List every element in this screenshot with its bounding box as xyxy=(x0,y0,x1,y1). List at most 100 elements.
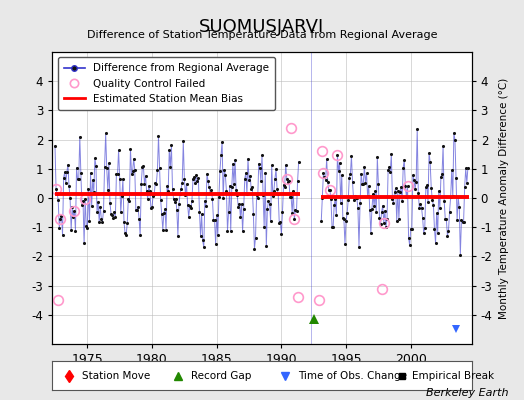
Point xyxy=(340,216,348,223)
Point xyxy=(266,218,275,224)
Point xyxy=(265,201,274,208)
Point xyxy=(77,170,85,177)
Point xyxy=(276,218,285,225)
Point xyxy=(218,139,226,145)
Point xyxy=(339,215,347,221)
Point xyxy=(354,205,362,212)
Point xyxy=(426,159,434,166)
Point xyxy=(104,187,112,194)
Point xyxy=(71,228,80,234)
Legend: Difference from Regional Average, Quality Control Failed, Estimated Station Mean: Difference from Regional Average, Qualit… xyxy=(58,57,275,110)
Point xyxy=(239,206,248,212)
Point xyxy=(140,181,149,188)
Point xyxy=(285,178,293,184)
Point xyxy=(222,188,231,194)
Point xyxy=(230,181,238,187)
Point xyxy=(122,232,130,238)
Point xyxy=(259,192,267,198)
Point xyxy=(444,228,453,234)
Point xyxy=(60,169,69,175)
Point xyxy=(329,224,337,230)
Point xyxy=(359,180,367,187)
Point xyxy=(353,194,361,201)
Point xyxy=(169,196,178,202)
Point xyxy=(91,155,99,162)
Point xyxy=(160,210,168,216)
Point xyxy=(157,196,165,203)
Point xyxy=(317,218,325,224)
Point xyxy=(364,193,372,200)
Point xyxy=(238,228,247,234)
Point xyxy=(435,204,444,211)
Point xyxy=(64,161,72,168)
Point xyxy=(372,209,380,216)
Point xyxy=(382,224,390,230)
Point xyxy=(121,230,129,236)
Point xyxy=(291,207,300,214)
Point xyxy=(235,200,244,207)
Point xyxy=(179,138,188,144)
Point xyxy=(129,156,138,162)
Point xyxy=(324,186,333,193)
Point xyxy=(384,167,392,174)
Point xyxy=(452,175,460,181)
Point xyxy=(177,186,185,192)
Point xyxy=(242,170,250,176)
Point xyxy=(214,232,222,239)
Point xyxy=(344,197,353,203)
Point xyxy=(271,175,279,182)
Point xyxy=(428,197,436,204)
Point xyxy=(430,226,439,232)
Point xyxy=(260,224,268,230)
Point xyxy=(68,204,77,210)
Point xyxy=(59,175,68,181)
Point xyxy=(415,205,423,212)
Point xyxy=(174,232,182,239)
Point xyxy=(318,195,326,201)
Point xyxy=(144,196,152,202)
Point xyxy=(112,170,121,177)
Point xyxy=(86,170,95,176)
Point xyxy=(293,178,302,185)
Point xyxy=(391,185,400,192)
Point xyxy=(149,192,157,199)
Point xyxy=(207,187,215,193)
Point xyxy=(212,240,220,247)
Point xyxy=(292,208,301,214)
Point xyxy=(204,178,212,184)
Point xyxy=(422,184,430,191)
Point xyxy=(69,214,78,220)
Point xyxy=(236,214,245,220)
Point xyxy=(166,164,174,170)
Point xyxy=(345,174,354,181)
Point xyxy=(360,164,368,170)
Point xyxy=(321,177,330,183)
Point xyxy=(343,210,351,216)
Point xyxy=(323,179,332,185)
Point xyxy=(416,200,424,207)
Point xyxy=(389,200,398,206)
Point xyxy=(400,157,409,163)
Point xyxy=(194,175,203,182)
Point xyxy=(243,191,251,197)
Point xyxy=(84,186,93,192)
Point xyxy=(126,146,135,152)
Point xyxy=(337,172,346,178)
Point xyxy=(83,224,92,231)
Point xyxy=(130,167,139,173)
Point xyxy=(225,183,234,189)
Point xyxy=(203,171,211,177)
Point xyxy=(103,165,111,172)
Point xyxy=(88,203,96,209)
Point xyxy=(178,180,187,186)
Point xyxy=(198,211,206,218)
Point xyxy=(92,163,100,169)
Point xyxy=(94,199,102,205)
Point xyxy=(62,180,70,186)
Point xyxy=(185,203,194,210)
Point xyxy=(327,196,335,202)
Point xyxy=(82,222,91,229)
Point xyxy=(208,195,216,202)
Point xyxy=(322,156,331,162)
Point xyxy=(431,240,440,246)
